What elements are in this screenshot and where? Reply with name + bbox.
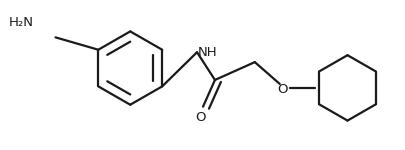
Text: O: O	[195, 111, 205, 124]
Text: O: O	[277, 83, 288, 96]
Text: NH: NH	[198, 46, 217, 59]
Text: H₂N: H₂N	[9, 16, 34, 29]
